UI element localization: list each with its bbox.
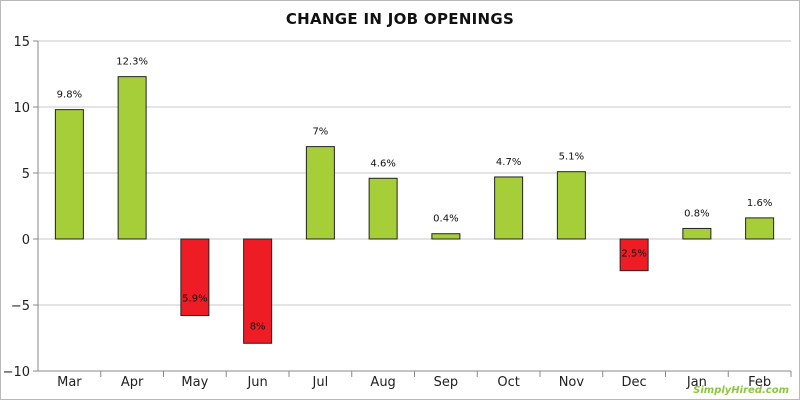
axes xyxy=(37,41,791,372)
bar-may xyxy=(180,238,210,317)
bar-nov xyxy=(556,171,586,240)
data-label-jul: 7% xyxy=(312,127,328,138)
bars xyxy=(54,76,775,344)
bar-jun xyxy=(243,238,273,344)
bar-oct xyxy=(494,176,524,240)
x-axis-ticks: Mar Apr May Jun Jul Aug Sep Oct Nov Dec Jan Feb xyxy=(57,371,792,390)
data-label-jun: 8% xyxy=(250,321,266,332)
bar-dec xyxy=(619,238,649,272)
x-tick-label-apr: Apr xyxy=(121,375,144,390)
y-tick-label: −10 xyxy=(3,365,30,380)
y-axis-ticks: −10 −5 0 5 10 15 xyxy=(3,35,38,380)
x-tick-label-dec: Dec xyxy=(622,375,647,390)
data-labels: 9.8% 12.3% 5.9% 8% 7% 4.6% 0.4% 4.7% 5.1% 2.5% 0.8… xyxy=(57,57,773,333)
data-label-feb: 1.6% xyxy=(747,198,772,209)
data-label-mar: 9.8% xyxy=(57,90,82,101)
bar-apr xyxy=(117,76,147,240)
x-tick-label-sep: Sep xyxy=(434,375,459,390)
y-tick-label: 0 xyxy=(22,233,30,248)
bar-jan xyxy=(682,227,712,240)
data-label-aug: 4.6% xyxy=(370,158,395,169)
x-tick-label-jul: Jul xyxy=(312,375,329,390)
y-tick-label: −5 xyxy=(11,299,30,314)
bar-mar xyxy=(54,109,84,240)
data-label-jan: 0.8% xyxy=(684,208,709,219)
x-tick-label-may: May xyxy=(181,375,208,390)
y-tick-label: 10 xyxy=(13,101,30,116)
chart-title: CHANGE IN JOB OPENINGS xyxy=(285,10,515,28)
grid-lines xyxy=(38,40,791,372)
data-label-dec: 2.5% xyxy=(621,249,646,260)
bar-feb xyxy=(745,217,775,240)
x-tick-label-feb: Feb xyxy=(748,375,771,390)
x-tick-label-jun: Jun xyxy=(246,375,267,390)
x-tick-label-oct: Oct xyxy=(497,375,519,390)
data-label-nov: 5.1% xyxy=(559,152,584,163)
bar-sep xyxy=(431,233,461,240)
x-tick-label-aug: Aug xyxy=(370,375,395,390)
x-tick-label-nov: Nov xyxy=(559,375,585,390)
data-label-sep: 0.4% xyxy=(433,214,458,225)
data-label-may: 5.9% xyxy=(182,294,207,305)
x-tick-label-mar: Mar xyxy=(57,375,82,390)
y-tick-label: 15 xyxy=(13,35,30,50)
x-tick-label-jan: Jan xyxy=(686,375,707,390)
bar-aug xyxy=(368,177,398,240)
watermark: SimplyHired.com xyxy=(693,385,789,396)
data-label-oct: 4.7% xyxy=(496,157,521,168)
bar-jul xyxy=(305,146,335,240)
y-tick-label: 5 xyxy=(22,167,30,182)
data-label-apr: 12.3% xyxy=(116,57,148,68)
